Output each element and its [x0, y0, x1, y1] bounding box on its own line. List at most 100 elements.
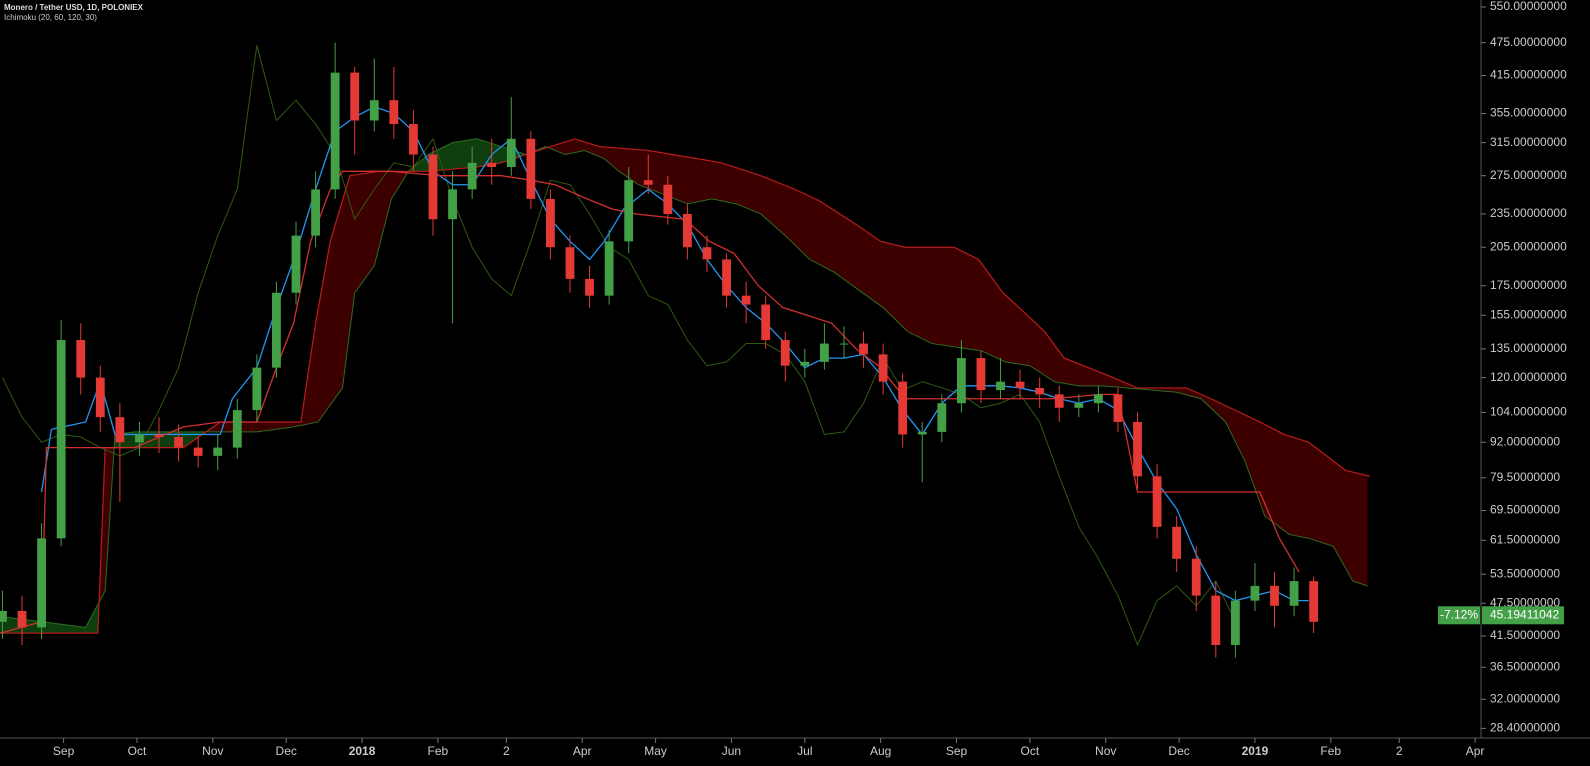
x-tick-label: Sep [53, 744, 75, 758]
leading-span-a [0, 138, 1368, 628]
candle-body [565, 247, 575, 279]
cloud-fill [99, 447, 114, 603]
candle-body [252, 367, 262, 411]
y-tick-label: 550.00000000 [1490, 0, 1567, 13]
price-badge [1482, 606, 1564, 625]
candle-body [976, 358, 986, 391]
candle-body [174, 437, 183, 448]
y-tick-label: 28.40000000 [1490, 721, 1560, 735]
candle-body [135, 434, 144, 443]
y-tick-label: 61.50000000 [1490, 532, 1560, 546]
candle-body [663, 184, 673, 214]
candle-body [291, 235, 301, 293]
candle-body [898, 381, 908, 435]
y-tick-label: 475.00000000 [1490, 35, 1567, 49]
candle-body [311, 189, 320, 236]
y-tick-label: 355.00000000 [1490, 106, 1567, 120]
candle-body [819, 343, 829, 362]
candle-body [546, 198, 555, 248]
y-tick-label: 235.00000000 [1490, 206, 1567, 220]
y-tick-label: 32.00000000 [1490, 692, 1560, 706]
y-tick-label: 315.00000000 [1490, 135, 1567, 149]
candle-body [702, 247, 712, 260]
candle-body [1093, 394, 1103, 404]
candle-body [937, 403, 947, 432]
candle-body [585, 278, 594, 296]
cloud-fill [407, 138, 547, 174]
y-tick-label: 79.50000000 [1490, 470, 1560, 484]
line-layer [0, 45, 1371, 647]
indicator-label: Ichimoku (20, 60, 120, 30) [4, 13, 97, 22]
y-tick-label: 69.50000000 [1490, 503, 1560, 517]
candle-body [389, 100, 399, 125]
candle-body [1250, 585, 1260, 601]
candle-body [741, 295, 751, 305]
candle-body [1074, 403, 1084, 408]
x-tick-label: Feb [1320, 744, 1341, 758]
x-tick-label: Apr [573, 744, 592, 758]
y-tick-label: 41.50000000 [1490, 628, 1560, 642]
axis-layer: 550.00000000 475.00000000 415.00000000 355.… [53, 0, 1567, 758]
y-tick-label: 92.00000000 [1490, 434, 1560, 448]
y-tick-label: 135.00000000 [1490, 341, 1567, 355]
y-tick-label: 120.00000000 [1490, 370, 1567, 384]
x-tick-label: 2 [1396, 744, 1403, 758]
candle-body [1309, 581, 1319, 622]
candle-body [56, 340, 66, 539]
y-tick-label: 155.00000000 [1490, 307, 1567, 321]
x-tick-label: Dec [1168, 744, 1189, 758]
x-tick-label: Nov [202, 744, 223, 758]
candle-body [409, 124, 418, 155]
candle-body [1230, 600, 1240, 646]
price-label: 45.19411042 [1490, 607, 1560, 621]
candle-body [154, 434, 164, 438]
candle-body [1211, 595, 1221, 646]
x-tick-label: 2 [503, 744, 510, 758]
candle-body [526, 138, 536, 199]
candle-body [0, 610, 7, 622]
candle-body [780, 340, 790, 366]
x-tick-label: Jul [797, 744, 812, 758]
candle-body [1054, 394, 1064, 408]
x-tick-label: Feb [428, 744, 449, 758]
candle-layer [0, 42, 1319, 658]
y-tick-label: 104.00000000 [1490, 405, 1567, 419]
candle-body [624, 180, 634, 242]
y-tick-label: 47.50000000 [1490, 595, 1560, 609]
candle-body [1152, 476, 1162, 527]
change-label: -7.12% [1440, 607, 1478, 621]
y-tick-label: 205.00000000 [1490, 239, 1567, 253]
candle-body [232, 410, 242, 448]
x-tick-label: 2018 [349, 744, 376, 758]
x-tick-label: Nov [1095, 744, 1116, 758]
candle-body [761, 304, 771, 341]
candle-body [95, 377, 105, 418]
candle-body [604, 241, 614, 296]
y-tick-label: 53.50000000 [1490, 566, 1560, 580]
indicator-line [1, 45, 1236, 647]
x-tick-label: Sep [946, 744, 968, 758]
cloud-fill [205, 171, 408, 433]
candle-body [76, 340, 86, 378]
candle-body [917, 431, 927, 435]
candle-body [1113, 394, 1123, 422]
candle-body [1015, 381, 1025, 388]
indicator-line [40, 106, 1309, 602]
candle-body [467, 162, 477, 190]
chart-title: Monero / Tether USD, 1D, POLONIEX [4, 3, 144, 12]
candle-body [643, 180, 653, 185]
x-tick-label: Apr [1466, 744, 1485, 758]
candle-body [683, 213, 692, 248]
leading-span-b [0, 138, 1371, 634]
y-tick-label: 36.50000000 [1490, 659, 1560, 673]
candle-body [369, 100, 379, 121]
candle-body [428, 154, 438, 220]
y-tick-label: 275.00000000 [1490, 168, 1567, 182]
candle-body [487, 162, 497, 168]
candle-body [272, 292, 281, 368]
candle-body [17, 610, 27, 628]
candle-body [722, 259, 731, 296]
x-tick-label: Oct [1021, 744, 1040, 758]
